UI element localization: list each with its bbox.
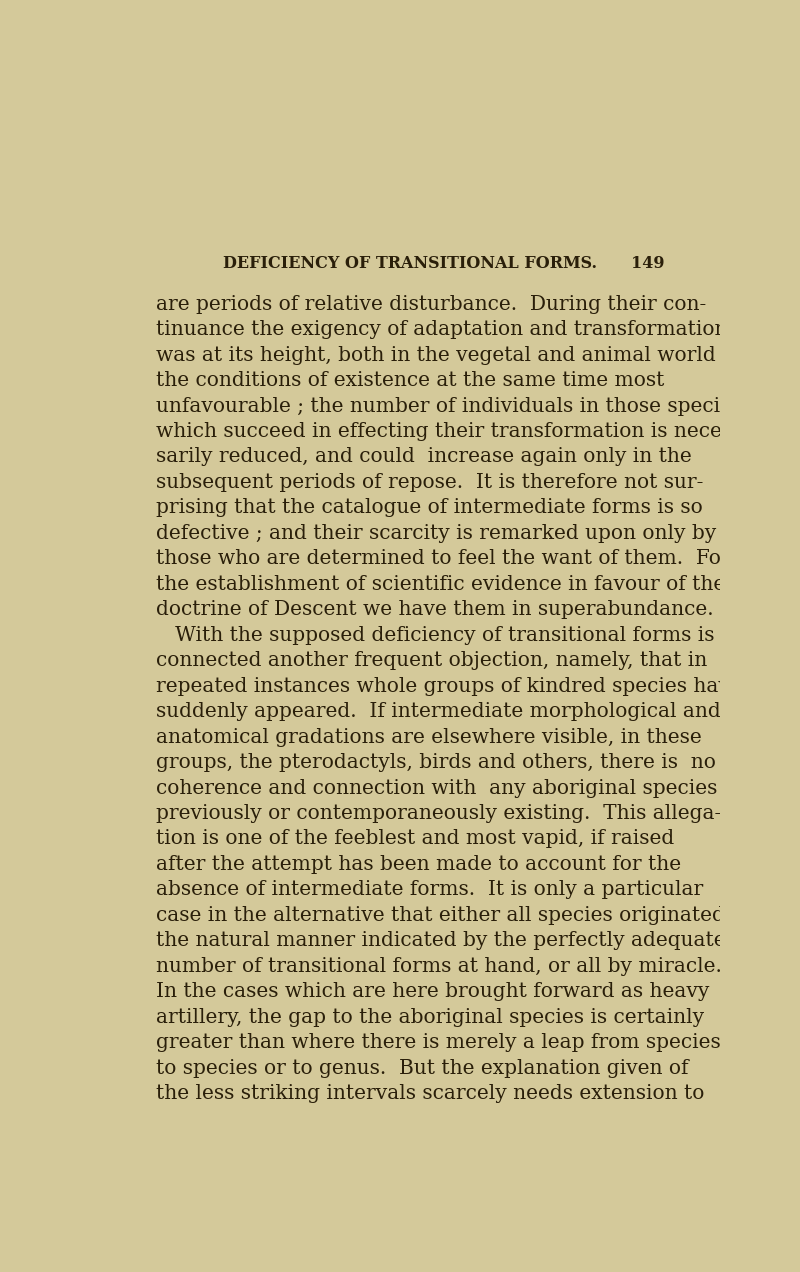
Text: case in the alternative that either all species originated in: case in the alternative that either all … [156,906,750,925]
Text: absence of intermediate forms.  It is only a particular: absence of intermediate forms. It is onl… [156,880,703,899]
Text: 149: 149 [630,256,664,272]
Text: which succeed in effecting their transformation is neces-: which succeed in effecting their transfo… [156,422,738,441]
Text: doctrine of Descent we have them in superabundance.: doctrine of Descent we have them in supe… [156,600,714,619]
Text: to species or to genus.  But the explanation given of: to species or to genus. But the explanat… [156,1058,688,1077]
Text: those who are determined to feel the want of them.  For: those who are determined to feel the wan… [156,550,730,569]
Text: repeated instances whole groups of kindred species have: repeated instances whole groups of kindr… [156,677,742,696]
Text: sarily reduced, and could  increase again only in the: sarily reduced, and could increase again… [156,448,691,467]
Text: are periods of relative disturbance.  During their con-: are periods of relative disturbance. Dur… [156,295,706,314]
Text: the natural manner indicated by the perfectly adequate: the natural manner indicated by the perf… [156,931,726,950]
Text: unfavourable ; the number of individuals in those species: unfavourable ; the number of individuals… [156,397,742,416]
Text: after the attempt has been made to account for the: after the attempt has been made to accou… [156,855,681,874]
Text: previously or contemporaneously existing.  This allega-: previously or contemporaneously existing… [156,804,721,823]
Text: defective ; and their scarcity is remarked upon only by: defective ; and their scarcity is remark… [156,524,716,543]
Text: was at its height, both in the vegetal and animal world ;: was at its height, both in the vegetal a… [156,346,729,365]
Text: DEFICIENCY OF TRANSITIONAL FORMS.: DEFICIENCY OF TRANSITIONAL FORMS. [223,256,597,272]
Text: artillery, the gap to the aboriginal species is certainly: artillery, the gap to the aboriginal spe… [156,1007,704,1027]
Text: the less striking intervals scarcely needs extension to: the less striking intervals scarcely nee… [156,1084,704,1103]
Text: anatomical gradations are elsewhere visible, in these: anatomical gradations are elsewhere visi… [156,728,702,747]
Text: greater than where there is merely a leap from species: greater than where there is merely a lea… [156,1033,721,1052]
Text: tion is one of the feeblest and most vapid, if raised: tion is one of the feeblest and most vap… [156,829,674,848]
Text: With the supposed deficiency of transitional forms is: With the supposed deficiency of transiti… [156,626,714,645]
Text: subsequent periods of repose.  It is therefore not sur-: subsequent periods of repose. It is ther… [156,473,703,492]
Text: the conditions of existence at the same time most: the conditions of existence at the same … [156,371,664,391]
Text: suddenly appeared.  If intermediate morphological and: suddenly appeared. If intermediate morph… [156,702,721,721]
Text: number of transitional forms at hand, or all by miracle.: number of transitional forms at hand, or… [156,957,722,976]
Text: tinuance the exigency of adaptation and transformation: tinuance the exigency of adaptation and … [156,321,727,340]
Text: prising that the catalogue of intermediate forms is so: prising that the catalogue of intermedia… [156,499,702,518]
Text: In the cases which are here brought forward as heavy: In the cases which are here brought forw… [156,982,709,1001]
Text: groups, the pterodactyls, birds and others, there is  no: groups, the pterodactyls, birds and othe… [156,753,716,772]
Text: coherence and connection with  any aboriginal species: coherence and connection with any aborig… [156,778,717,798]
Text: the establishment of scientific evidence in favour of the: the establishment of scientific evidence… [156,575,725,594]
Text: connected another frequent objection, namely, that in: connected another frequent objection, na… [156,651,707,670]
